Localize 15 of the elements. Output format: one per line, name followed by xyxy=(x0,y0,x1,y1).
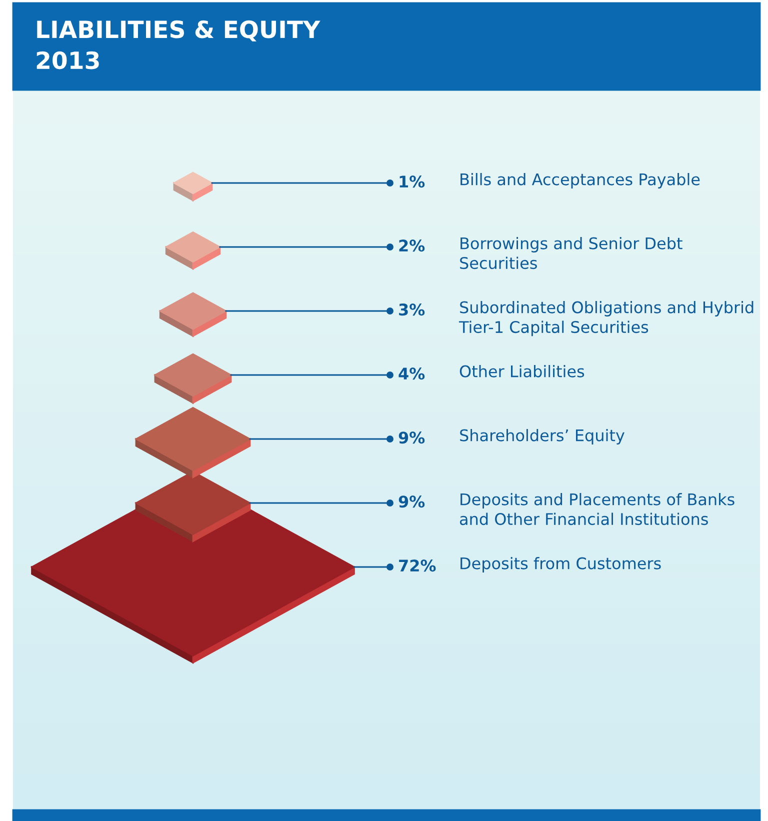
category-label: Subordinated Obligations and Hybrid Tier-1 Capital Securities xyxy=(458,301,754,336)
category-label: Deposits from Customers xyxy=(460,557,661,572)
category-label: Bills and Acceptances Payable xyxy=(460,173,700,188)
data-label: 4% xyxy=(398,368,425,380)
data-label: 3% xyxy=(399,304,425,316)
category-label: Shareholders’ Equity xyxy=(460,429,624,444)
data-label: 1% xyxy=(400,176,425,188)
category-label: Other Liabilities xyxy=(460,365,584,378)
category-label: Deposits and Placements of Banks and Other Financial Institutions xyxy=(460,493,734,526)
data-label: 9% xyxy=(398,432,425,444)
data-label: 72% xyxy=(399,560,436,572)
category-label: Borrowings and Senior Debt Securities xyxy=(460,237,682,270)
data-label: 9% xyxy=(398,496,425,508)
text: LIABILITIES & EQUITY 2013 xyxy=(36,20,320,70)
data-label: 2% xyxy=(399,240,425,252)
